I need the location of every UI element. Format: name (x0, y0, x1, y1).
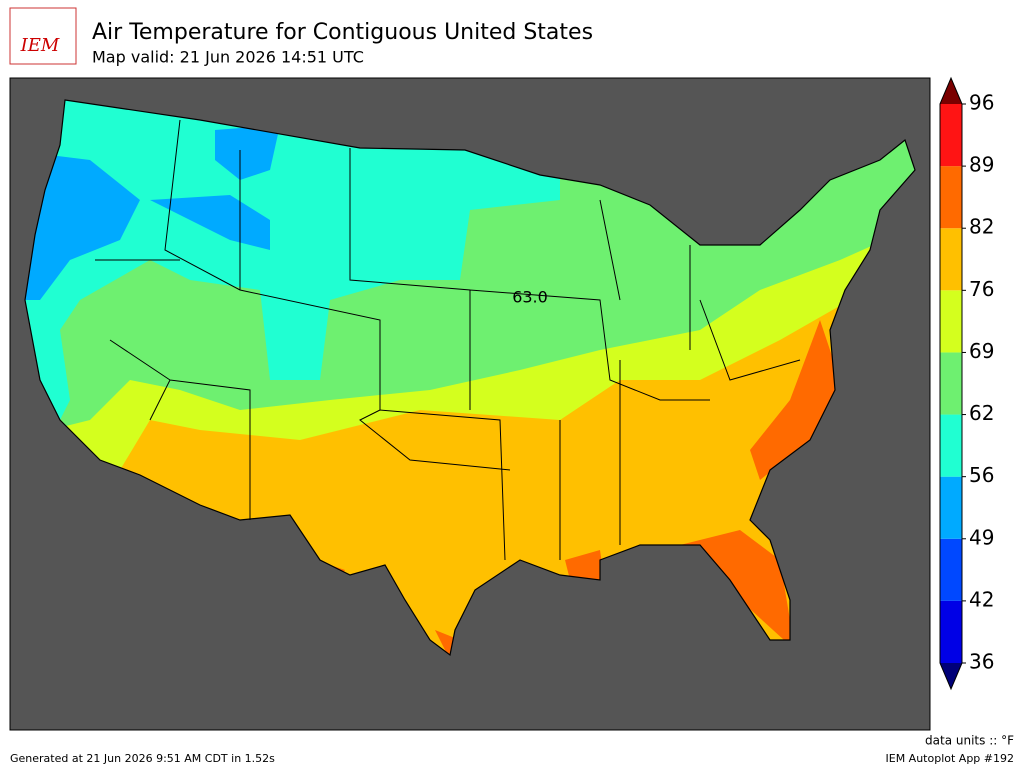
colorbar-tick-label: 89 (969, 153, 994, 177)
map: 63.0 (9, 77, 931, 731)
logo: IEM (9, 7, 77, 65)
generated-note: Generated at 21 Jun 2026 9:51 AM CDT in … (10, 752, 275, 765)
colorbar-tick-label: 96 (969, 91, 994, 115)
colorbar-segment (940, 290, 962, 353)
zone-hot (565, 550, 605, 585)
colorbar-segment (940, 352, 962, 415)
colorbar-tick-label: 49 (969, 525, 994, 549)
title: Air Temperature for Contiguous United St… (92, 20, 593, 45)
colorbar-segment (940, 104, 962, 167)
colorbar-segment (940, 538, 962, 601)
colorbar-tick-label: 62 (969, 401, 994, 425)
colorbar-tick-label: 69 (969, 339, 994, 363)
logo-box (9, 7, 77, 65)
colorbar-tick-label: 82 (969, 215, 994, 239)
colorbar-tick-label: 42 (969, 587, 994, 611)
colorbar: 36 42 49 56 62 69 76 82 89 96 (939, 76, 994, 691)
colorbar-segment (940, 414, 962, 477)
state-borders (95, 119, 801, 561)
colorbar-over (940, 78, 962, 104)
colorbar-under (940, 663, 962, 689)
zone-hot (750, 320, 840, 480)
colorbar-tick-label: 36 (969, 650, 994, 674)
colorbar-segment (940, 228, 962, 291)
zone-cold (25, 100, 560, 440)
colorbar-segment (940, 166, 962, 229)
colorbar-segment (940, 476, 962, 539)
colorbar-tick-label: 56 (969, 463, 994, 487)
subtitle: Map valid: 21 Jun 2026 14:51 UTC (92, 48, 364, 67)
app-note: IEM Autoplot App #192 (886, 752, 1015, 765)
colorbar-tick-label: 76 (969, 277, 994, 301)
units-note: data units :: °F (925, 734, 1014, 748)
point-label: 63.0 (512, 288, 548, 307)
zone-coldest (215, 125, 280, 180)
colorbar-segment (940, 600, 962, 663)
logo-text: IEM (20, 35, 60, 56)
